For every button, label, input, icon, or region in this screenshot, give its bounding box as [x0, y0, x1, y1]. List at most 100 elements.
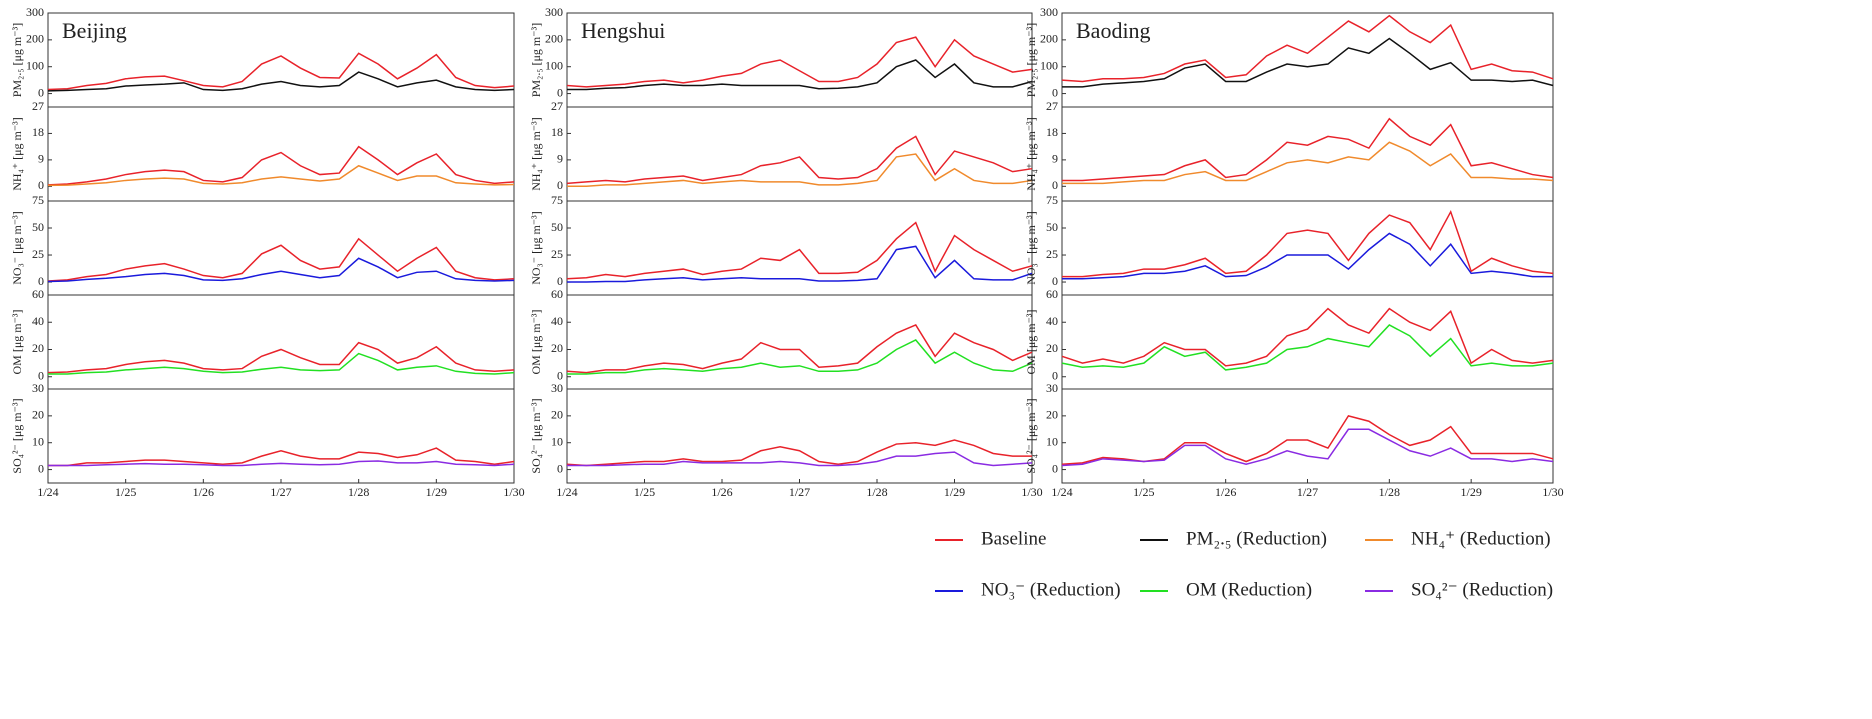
series-line [47, 341, 515, 374]
y-axis-label: NH₄⁺ [μg m⁻³] [1024, 117, 1038, 191]
y-tick-label: 20 [551, 341, 563, 355]
x-tick-label: 1/24 [37, 485, 58, 499]
y-tick-label: 0 [38, 461, 44, 475]
x-tick-label: 1/29 [426, 485, 447, 499]
y-axis-label: NO₃⁻ [μg m⁻³] [10, 211, 24, 285]
y-tick-label: 25 [1046, 247, 1058, 261]
series-line [567, 59, 1033, 91]
y-tick-label: 20 [32, 341, 44, 355]
y-axis-label: SO₄²⁻ [μg m⁻³] [10, 398, 24, 473]
x-tick-label: 1/28 [866, 485, 887, 499]
series-line [48, 460, 515, 467]
y-tick-label: 300 [545, 5, 563, 19]
y-tick-label: 0 [1052, 368, 1058, 382]
series-line [1062, 232, 1553, 280]
y-tick-label: 10 [551, 434, 563, 448]
y-tick-label: 50 [551, 220, 563, 234]
panel-frame [1061, 388, 1554, 484]
y-tick-label: 100 [545, 58, 563, 72]
panel-frame [1061, 294, 1554, 390]
x-tick-label: 1/24 [1051, 485, 1072, 499]
y-tick-label: 40 [1046, 314, 1058, 328]
y-tick-label: 200 [545, 32, 563, 46]
y-tick-label: 20 [1046, 408, 1058, 422]
y-tick-label: 0 [1052, 461, 1058, 475]
legend-label: PM₂.₅ (Reduction) [1186, 528, 1327, 549]
y-tick-label: 0 [38, 368, 44, 382]
chart-title: Hengshui [581, 18, 665, 43]
x-tick-label: 1/27 [1297, 485, 1318, 499]
y-tick-label: 27 [32, 99, 44, 113]
y-tick-label: 200 [26, 32, 44, 46]
series-line [1062, 209, 1554, 278]
series-line [48, 447, 515, 467]
y-tick-label: 18 [1046, 125, 1058, 139]
y-axis-label: OM [μg m⁻³] [529, 309, 543, 374]
y-tick-label: 0 [557, 368, 563, 382]
panel-frame [47, 388, 515, 484]
y-tick-label: 40 [32, 314, 44, 328]
x-tick-label: 1/25 [115, 485, 136, 499]
y-axis-label: PM₂.₅ [μg m⁻³] [529, 23, 543, 97]
y-tick-label: 0 [557, 85, 563, 99]
x-tick-label: 1/29 [1460, 485, 1481, 499]
y-tick-label: 0 [38, 274, 44, 288]
y-tick-label: 50 [1046, 220, 1058, 234]
y-tick-label: 60 [1046, 287, 1058, 301]
y-tick-label: 0 [1052, 85, 1058, 99]
x-tick-label: 1/29 [944, 485, 965, 499]
y-tick-label: 0 [1052, 274, 1058, 288]
series-line [1061, 307, 1554, 367]
panel-frame [47, 106, 515, 202]
chart-title: Baoding [1076, 18, 1151, 43]
series-line [1062, 37, 1554, 88]
panel-frame [1061, 106, 1554, 202]
y-tick-label: 200 [1040, 32, 1058, 46]
series-line [48, 352, 515, 375]
y-tick-label: 100 [1040, 58, 1058, 72]
series-line [1061, 414, 1554, 465]
y-axis-label: PM₂.₅ [μg m⁻³] [1024, 23, 1038, 97]
y-tick-label: 18 [551, 125, 563, 139]
y-tick-label: 75 [551, 193, 563, 207]
y-tick-label: 300 [26, 5, 44, 19]
y-tick-label: 27 [1046, 99, 1058, 113]
y-tick-label: 10 [1046, 434, 1058, 448]
x-tick-label: 1/30 [503, 485, 524, 499]
y-tick-label: 100 [26, 58, 44, 72]
legend-label: Baseline [981, 528, 1046, 549]
y-tick-label: 30 [32, 381, 44, 395]
panel-frame [566, 294, 1033, 390]
y-tick-label: 30 [551, 381, 563, 395]
series-line [1061, 324, 1554, 371]
y-axis-label: SO₄²⁻ [μg m⁻³] [1024, 398, 1038, 473]
panel-frame [47, 200, 515, 296]
y-axis-label: SO₄²⁻ [μg m⁻³] [529, 398, 543, 473]
y-tick-label: 9 [557, 152, 563, 166]
series-line [47, 257, 515, 283]
y-axis-label: PM₂.₅ [μg m⁻³] [10, 23, 24, 97]
series-line [566, 36, 1033, 88]
series-line [47, 237, 515, 282]
x-tick-label: 1/28 [348, 485, 369, 499]
series-line [1062, 141, 1554, 185]
series-line [567, 153, 1033, 188]
y-tick-label: 50 [32, 220, 44, 234]
y-tick-label: 20 [32, 408, 44, 422]
y-axis-label: NH₄⁺ [μg m⁻³] [529, 117, 543, 191]
y-tick-label: 0 [557, 178, 563, 192]
series-line [566, 135, 1033, 185]
y-tick-label: 75 [1046, 193, 1058, 207]
x-tick-label: 1/26 [1215, 485, 1236, 499]
x-tick-label: 1/28 [1379, 485, 1400, 499]
legend-label: OM (Reduction) [1186, 579, 1312, 600]
y-tick-label: 9 [1052, 152, 1058, 166]
panel-frame [1061, 200, 1554, 296]
x-tick-label: 1/25 [634, 485, 655, 499]
series-line [47, 52, 515, 91]
y-tick-label: 20 [551, 408, 563, 422]
y-axis-label: OM [μg m⁻³] [1024, 309, 1038, 374]
y-tick-label: 0 [38, 178, 44, 192]
x-tick-label: 1/26 [711, 485, 732, 499]
